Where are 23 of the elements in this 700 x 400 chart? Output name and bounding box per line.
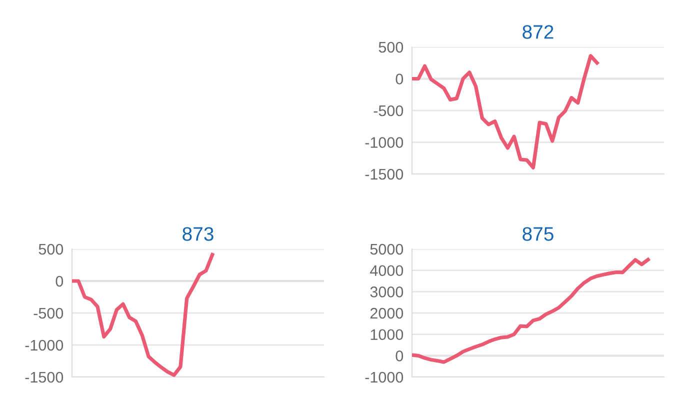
chart-title: 873: [182, 227, 214, 241]
y-tick-label: 500: [378, 42, 404, 53]
y-tick-label: -1000: [365, 137, 404, 148]
y-tick-label: 0: [396, 74, 404, 84]
y-tick-label: -500: [34, 308, 64, 319]
y-tick-label: 4000: [370, 265, 404, 276]
chart-title: 875: [522, 227, 554, 241]
y-tick-label: -1500: [365, 168, 404, 180]
y-tick-label: 500: [38, 244, 64, 255]
line-series: [412, 54, 599, 170]
y-tick-label: 0: [396, 350, 404, 362]
y-tick-label: -1500: [25, 372, 64, 383]
y-tick-label: -500: [374, 105, 404, 116]
line-series: [412, 258, 650, 364]
y-tick-label: 5000: [370, 244, 404, 255]
chart-title: 872: [522, 25, 554, 39]
y-tick-label: 1000: [370, 329, 404, 340]
y-tick-label: -1000: [365, 372, 404, 383]
y-tick-label: 2000: [370, 308, 404, 319]
y-tick-label: -1000: [25, 340, 64, 351]
line-series: [72, 252, 214, 377]
y-tick-label: 3000: [370, 286, 404, 298]
y-tick-label: 0: [56, 276, 64, 287]
